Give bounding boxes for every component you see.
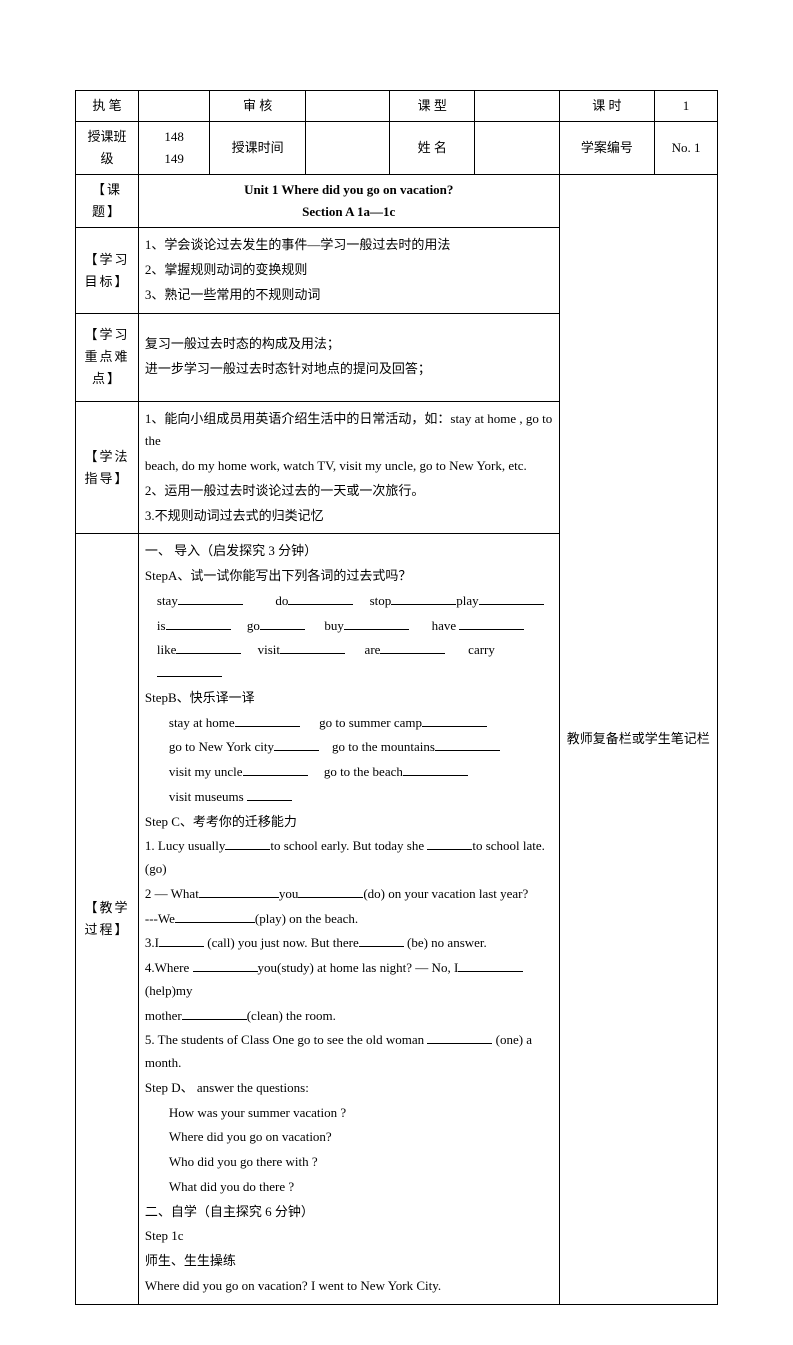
- value-plan-no: No. 1: [655, 122, 718, 175]
- value-author: [138, 91, 210, 122]
- proc-d-q3: Who did you go there with ?: [145, 1151, 553, 1174]
- method-content: 1、能向小组成员用英语介绍生活中的日常活动，如：stay at home , g…: [138, 401, 559, 534]
- proc-d-q4: What did you do there ?: [145, 1176, 553, 1199]
- proc-stepD: Step D、 answer the questions:: [145, 1077, 553, 1100]
- focus-content: 复习一般过去时态的构成及用法； 进一步学习一般过去时态针对地点的提问及回答；: [138, 313, 559, 401]
- value-type: [475, 91, 560, 122]
- label-plan-no: 学案编号: [559, 122, 654, 175]
- proc-stepB: StepB、快乐译一译: [145, 687, 553, 710]
- value-review: [305, 91, 390, 122]
- goals-label: 【学习目标】: [76, 228, 139, 313]
- focus-label: 【学习重点难点】: [76, 313, 139, 401]
- method-1b: beach, do my home work, watch TV, visit …: [145, 455, 553, 478]
- proc-trans-1: stay at home go to summer camp: [145, 712, 553, 735]
- goal-1: 1、学会谈论过去发生的事件—学习一般过去时的用法: [145, 234, 553, 257]
- value-period: 1: [655, 91, 718, 122]
- proc-words-3: like visit are carry: [145, 639, 553, 685]
- proc-trans-3: visit my uncle go to the beach: [145, 761, 553, 784]
- proc-dialogue: Where did you go on vacation? I went to …: [145, 1275, 553, 1298]
- proc-q2: 2 — Whatyou(do) on your vacation last ye…: [145, 883, 553, 906]
- label-class: 授课班级: [76, 122, 139, 175]
- proc-practice: 师生、生生操练: [145, 1250, 553, 1273]
- value-class: 148 149: [138, 122, 210, 175]
- process-label: 【教学过程】: [76, 534, 139, 1304]
- lesson-plan-table: 执 笔 审 核 课 型 课 时 1 授课班级 148 149 授课时间 姓 名 …: [75, 90, 718, 1305]
- method-1: 1、能向小组成员用英语介绍生活中的日常活动，如：stay at home , g…: [145, 408, 553, 454]
- method-2: 2、运用一般过去时谈论过去的一天或一次旅行。: [145, 480, 553, 503]
- proc-intro: 一、 导入（启发探究 3 分钟）: [145, 540, 553, 563]
- proc-q3: 3.I (call) you just now. But there (be) …: [145, 932, 553, 955]
- sidebar-notes: 教师复备栏或学生笔记栏: [559, 175, 717, 1304]
- method-3: 3.不规则动词过去式的归类记忆: [145, 505, 553, 528]
- proc-q4: 4.Where you(study) at home las night? — …: [145, 957, 553, 1003]
- label-period: 课 时: [559, 91, 654, 122]
- proc-step1c: Step 1c: [145, 1225, 553, 1248]
- proc-q2b: ---We(play) on the beach.: [145, 908, 553, 931]
- label-time: 授课时间: [210, 122, 305, 175]
- topic-row: 【课题】 Unit 1 Where did you go on vacation…: [76, 175, 718, 228]
- method-label: 【学法指导】: [76, 401, 139, 534]
- label-name: 姓 名: [390, 122, 475, 175]
- header-row-2: 授课班级 148 149 授课时间 姓 名 学案编号 No. 1: [76, 122, 718, 175]
- value-time: [305, 122, 390, 175]
- topic-content: Unit 1 Where did you go on vacation? Sec…: [138, 175, 559, 228]
- proc-section2: 二、自学（自主探究 6 分钟）: [145, 1201, 553, 1224]
- proc-stepC: Step C、考考你的迁移能力: [145, 811, 553, 834]
- topic-title-2: Section A 1a—1c: [145, 201, 553, 223]
- label-type: 课 型: [390, 91, 475, 122]
- proc-stepA: StepA、试一试你能写出下列各词的过去式吗？: [145, 565, 553, 588]
- process-content: 一、 导入（启发探究 3 分钟） StepA、试一试你能写出下列各词的过去式吗？…: [138, 534, 559, 1304]
- value-name: [475, 122, 560, 175]
- focus-1: 复习一般过去时态的构成及用法；: [145, 333, 553, 356]
- proc-words-2: is go buy have: [145, 615, 553, 638]
- goal-3: 3、熟记一些常用的不规则动词: [145, 284, 553, 307]
- header-row-1: 执 笔 审 核 课 型 课 时 1: [76, 91, 718, 122]
- label-review: 审 核: [210, 91, 305, 122]
- proc-d-q1: How was your summer vacation ?: [145, 1102, 553, 1125]
- proc-q1: 1. Lucy usuallyto school early. But toda…: [145, 835, 553, 881]
- proc-d-q2: Where did you go on vacation?: [145, 1126, 553, 1149]
- goal-2: 2、掌握规则动词的变换规则: [145, 259, 553, 282]
- topic-label: 【课题】: [76, 175, 139, 228]
- goals-content: 1、学会谈论过去发生的事件—学习一般过去时的用法 2、掌握规则动词的变换规则 3…: [138, 228, 559, 313]
- focus-2: 进一步学习一般过去时态针对地点的提问及回答；: [145, 358, 553, 381]
- topic-title-1: Unit 1 Where did you go on vacation?: [145, 179, 553, 201]
- proc-words-1: stay do stopplay: [145, 590, 553, 613]
- proc-q5: 5. The students of Class One go to see t…: [145, 1029, 553, 1075]
- proc-q4b: mother(clean) the room.: [145, 1005, 553, 1028]
- label-author: 执 笔: [76, 91, 139, 122]
- proc-trans-4: visit museums: [145, 786, 553, 809]
- proc-trans-2: go to New York city go to the mountains: [145, 736, 553, 759]
